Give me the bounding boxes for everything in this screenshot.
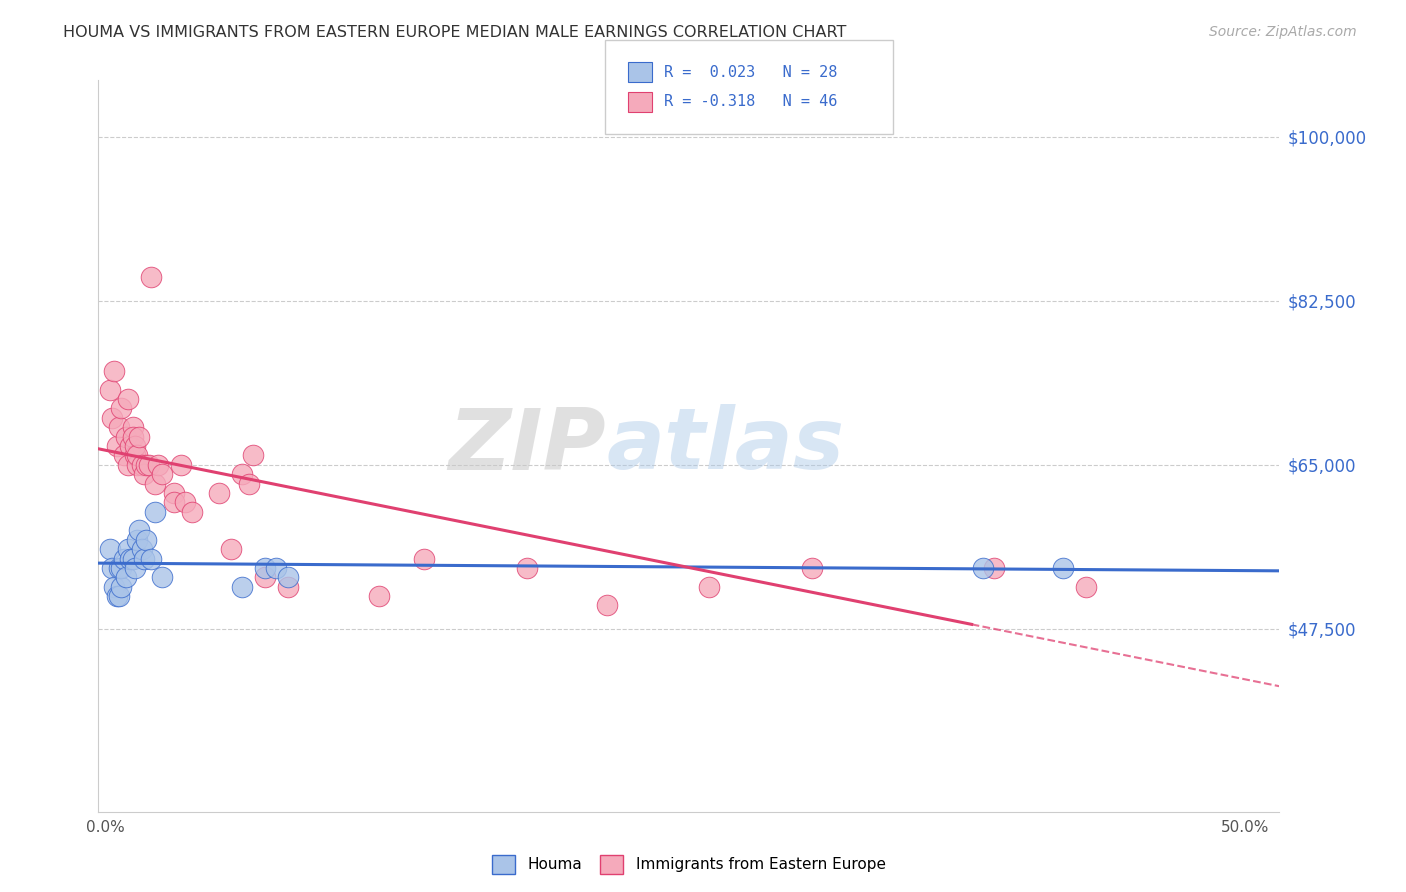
Point (105, 439, 128, 453)
Point (112, 551, 135, 566)
Text: Source: ZipAtlas.com: Source: ZipAtlas.com (1209, 25, 1357, 39)
Point (103, 580, 125, 594)
Point (98, 383, 121, 397)
Point (132, 551, 155, 566)
Text: R = -0.318   N = 46: R = -0.318 N = 46 (664, 95, 837, 109)
Point (131, 542, 153, 557)
Point (219, 542, 242, 557)
Text: HOUMA VS IMMIGRANTS FROM EASTERN EUROPE MEDIAN MALE EARNINGS CORRELATION CHART: HOUMA VS IMMIGRANTS FROM EASTERN EUROPE … (63, 25, 846, 40)
Point (150, 570, 173, 584)
Point (1052, 561, 1074, 575)
Point (264, 561, 287, 575)
Point (145, 505, 167, 519)
Point (413, 551, 436, 566)
Point (516, 561, 538, 575)
Point (231, 580, 253, 594)
Point (139, 270, 162, 285)
Point (135, 533, 157, 547)
Point (253, 561, 276, 575)
Point (145, 476, 167, 491)
Point (277, 570, 299, 584)
Point (114, 570, 136, 584)
Point (132, 467, 155, 482)
Point (242, 449, 264, 463)
Point (110, 401, 132, 416)
Point (983, 561, 1005, 575)
Point (117, 458, 139, 472)
Point (112, 449, 135, 463)
Point (1074, 580, 1097, 594)
Point (98, 542, 121, 557)
Point (128, 524, 150, 538)
Point (238, 476, 260, 491)
Point (124, 449, 146, 463)
Point (114, 429, 136, 443)
Text: ZIP: ZIP (449, 404, 606, 488)
Point (121, 551, 143, 566)
Point (150, 467, 173, 482)
Point (121, 429, 143, 443)
Point (231, 467, 253, 482)
Point (146, 458, 169, 472)
Text: R =  0.023   N = 28: R = 0.023 N = 28 (664, 65, 837, 79)
Point (801, 561, 824, 575)
Point (135, 458, 157, 472)
Point (127, 458, 149, 472)
Point (138, 458, 160, 472)
Point (117, 542, 139, 557)
Point (139, 551, 162, 566)
Point (131, 458, 153, 472)
Point (596, 599, 619, 613)
Point (101, 561, 124, 575)
Point (101, 410, 124, 425)
Point (972, 561, 994, 575)
Legend: Houma, Immigrants from Eastern Europe: Houma, Immigrants from Eastern Europe (492, 855, 886, 873)
Point (180, 505, 202, 519)
Point (174, 495, 197, 509)
Point (110, 561, 132, 575)
Point (699, 580, 721, 594)
Point (108, 561, 131, 575)
Point (110, 580, 132, 594)
Point (120, 439, 142, 453)
Point (108, 420, 131, 434)
Point (127, 449, 149, 463)
Point (117, 392, 139, 406)
Point (124, 439, 146, 453)
Text: atlas: atlas (606, 404, 845, 488)
Point (253, 570, 276, 584)
Point (121, 420, 143, 434)
Point (367, 589, 389, 603)
Point (169, 458, 191, 472)
Point (120, 551, 142, 566)
Point (103, 364, 125, 378)
Point (208, 486, 231, 500)
Point (108, 589, 131, 603)
Point (163, 495, 186, 509)
Point (105, 589, 128, 603)
Point (277, 580, 299, 594)
Point (163, 486, 186, 500)
Point (124, 561, 146, 575)
Point (127, 533, 149, 547)
Point (128, 429, 150, 443)
